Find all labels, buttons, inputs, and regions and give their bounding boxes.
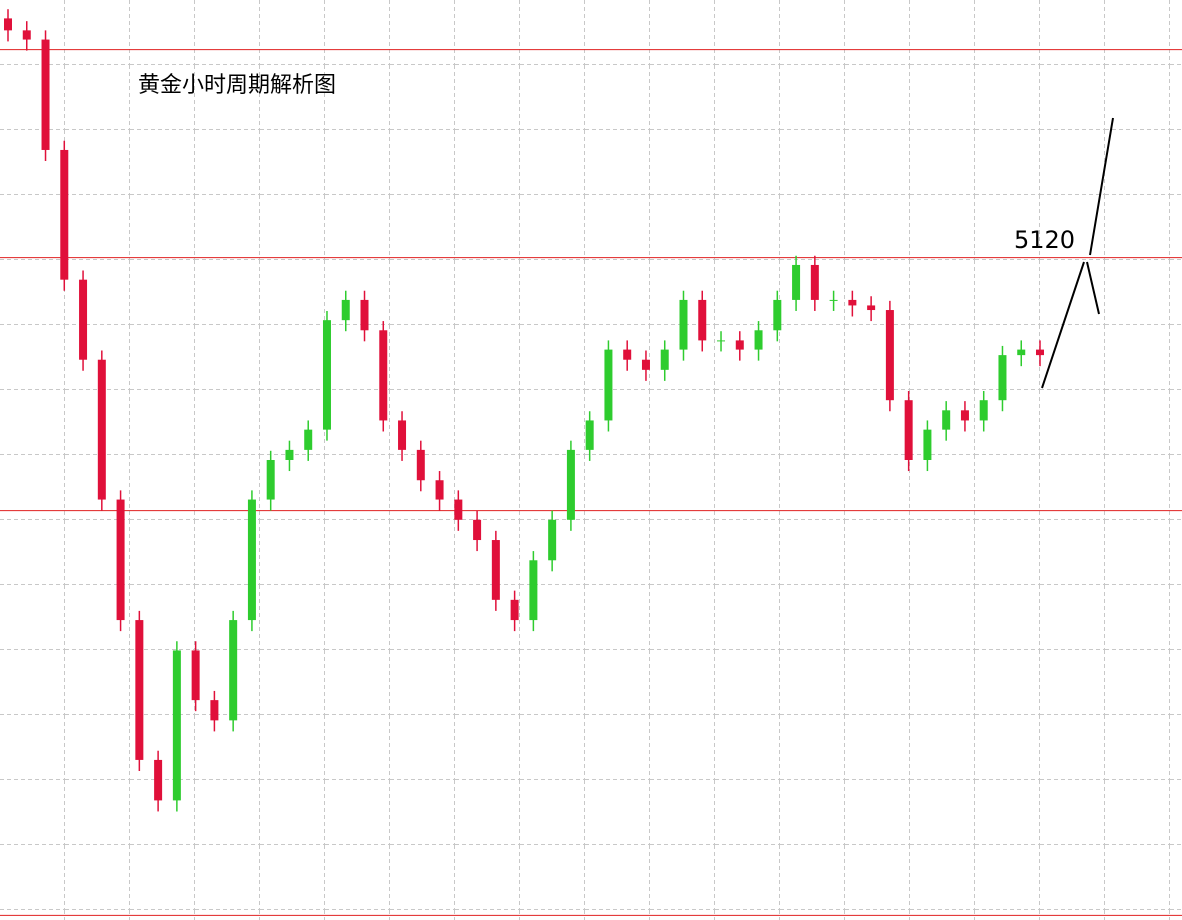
candle-body — [792, 264, 801, 300]
candle-body — [548, 519, 557, 561]
projection-arrow — [1041, 117, 1114, 389]
candle-body — [4, 18, 12, 31]
candle-body — [491, 540, 500, 600]
candle-body — [154, 759, 163, 801]
candle-body — [41, 39, 50, 150]
chart-title: 黄金小时周期解析图 — [138, 73, 336, 98]
candle-body — [97, 359, 106, 500]
candle-body — [923, 429, 932, 460]
candle-body — [172, 650, 181, 801]
candle-body — [210, 700, 219, 721]
candle-body — [79, 279, 88, 360]
candle-body — [867, 305, 876, 311]
candle-body — [135, 620, 144, 760]
candle-body — [341, 299, 350, 321]
candle-body — [1036, 349, 1044, 356]
candle-body — [266, 460, 275, 500]
candle-body — [641, 359, 650, 370]
candle-body — [379, 330, 388, 421]
candle-body — [322, 320, 331, 430]
candle-body — [116, 499, 125, 621]
candle-body — [698, 299, 707, 341]
candle-body — [416, 449, 425, 481]
candle-body — [885, 310, 894, 401]
candle-body — [810, 264, 819, 300]
candle-body — [998, 355, 1007, 401]
candle-body — [454, 499, 463, 520]
candle-body — [1017, 349, 1026, 356]
candle-body — [247, 499, 256, 621]
candle-body — [360, 299, 369, 331]
candle-body — [754, 330, 763, 350]
candle-body — [623, 349, 632, 360]
candle-body — [191, 650, 200, 701]
candle-body — [304, 429, 313, 450]
candle-body — [942, 410, 951, 430]
candle-body — [22, 30, 31, 40]
candle-body — [229, 620, 238, 721]
candle-body — [473, 519, 482, 541]
candle-body — [398, 420, 407, 450]
candle-body — [435, 480, 444, 500]
annotation: 5120 — [1014, 226, 1075, 254]
candle-body — [660, 349, 669, 370]
candle-body — [285, 449, 294, 460]
candle-body — [735, 340, 744, 350]
candle-body — [904, 400, 913, 460]
candle-body — [717, 340, 726, 342]
candle-body — [773, 299, 782, 331]
candle-body — [679, 299, 688, 350]
candle-body — [585, 420, 594, 450]
candle-body — [604, 349, 613, 421]
candle-body — [979, 400, 988, 421]
candle-body — [529, 560, 538, 621]
candle-body — [510, 599, 519, 621]
candle-body — [960, 410, 969, 421]
candle-body — [829, 299, 838, 301]
candle-body — [566, 449, 575, 520]
candle-body — [848, 299, 857, 306]
candle-body — [60, 149, 69, 280]
